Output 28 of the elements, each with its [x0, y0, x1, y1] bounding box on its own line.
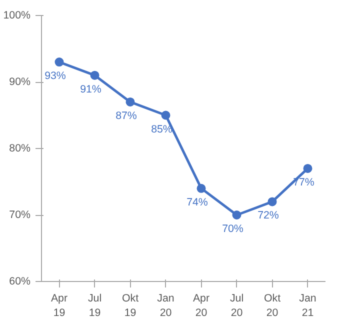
x-tick-label: Apr 20: [192, 292, 210, 319]
x-tick-label: Jan 21: [299, 292, 316, 319]
point: [268, 197, 277, 206]
data-label: 93%: [44, 70, 66, 82]
point: [161, 110, 170, 120]
y-tick-label: 90%: [9, 76, 32, 88]
x-tick-label: Apr 19: [50, 292, 68, 319]
data-label: 74%: [186, 196, 208, 208]
data-label: 72%: [258, 210, 280, 222]
point: [232, 210, 242, 220]
point: [54, 58, 64, 67]
y-tick-label: 60%: [9, 276, 32, 288]
y-tick-label: 70%: [9, 209, 32, 221]
x-tick-label: Jul 19: [88, 292, 102, 319]
data-label: 70%: [222, 223, 244, 235]
y-tick-label: 100%: [3, 10, 32, 22]
data-label: 91%: [80, 83, 102, 96]
point: [90, 70, 100, 80]
y-tick-label: 80%: [9, 142, 32, 154]
point: [126, 97, 135, 106]
x-tick-label: Jan 20: [157, 292, 174, 319]
x-tick-label: Okt 20: [264, 292, 281, 319]
x-tick-label: Jul 20: [230, 292, 244, 319]
data-label: 85%: [151, 123, 173, 136]
x-tick-label: Okt 19: [122, 292, 139, 319]
point: [196, 184, 206, 193]
point: [303, 164, 312, 173]
data-label: 87%: [116, 110, 138, 122]
